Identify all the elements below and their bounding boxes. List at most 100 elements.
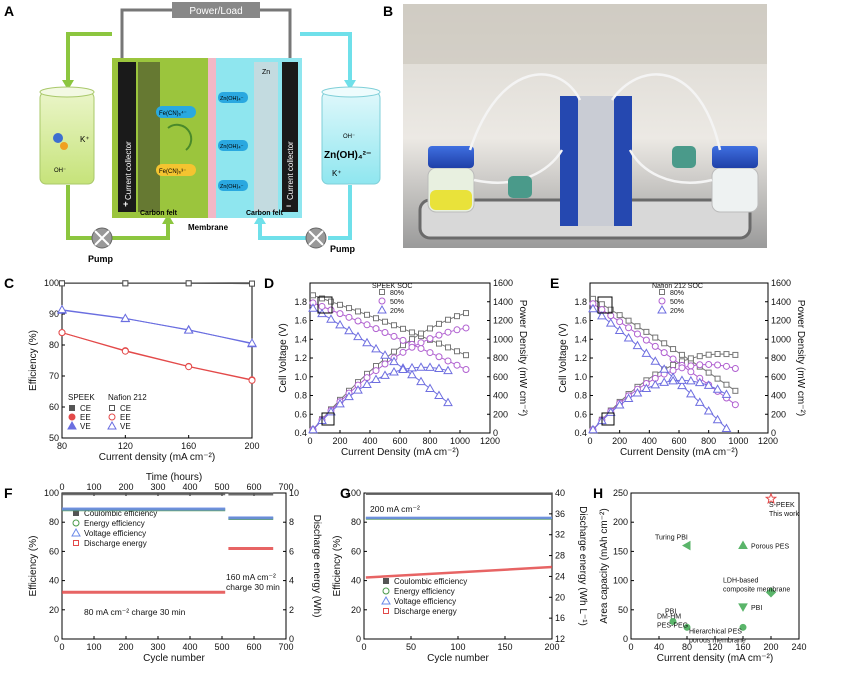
left-oh-label: OH⁻ xyxy=(54,168,66,174)
negative-collector-label: Current collector xyxy=(286,141,295,200)
data-point xyxy=(59,280,65,287)
voltage-point xyxy=(588,303,598,313)
voltage-point xyxy=(660,349,668,357)
legend-label: 80% xyxy=(670,290,684,297)
data-point xyxy=(58,329,66,337)
left-bottle-cap xyxy=(428,146,474,168)
y2-tick-label: 1600 xyxy=(771,278,791,288)
y-tick-label: 40 xyxy=(351,576,361,586)
x-tick-label: 600 xyxy=(246,642,261,652)
power-point xyxy=(732,351,739,358)
power-point xyxy=(614,400,625,409)
voltage-point xyxy=(616,312,623,319)
y-tick-label: 1.6 xyxy=(574,316,587,326)
scatter-point xyxy=(765,587,777,598)
x2-tick-label: 300 xyxy=(150,482,165,492)
y2-tick-label: 400 xyxy=(493,391,508,401)
voltage-point xyxy=(371,343,381,353)
y2-tick-label: 0 xyxy=(289,634,294,644)
x2-tick-label: 700 xyxy=(278,482,293,492)
power-point xyxy=(712,384,723,393)
negative-felt xyxy=(254,62,278,212)
power-point xyxy=(407,362,417,372)
voltage-point xyxy=(463,352,469,359)
voltage-point xyxy=(614,325,625,335)
power-point xyxy=(409,336,415,343)
voltage-point xyxy=(389,356,399,366)
voltage-point xyxy=(641,348,652,357)
legend-label: 20% xyxy=(670,308,684,315)
y-axis-label: Area capacity (mAh cm⁻²) xyxy=(599,508,610,623)
right-bottle-cap xyxy=(712,146,758,168)
point-label: PBI xyxy=(665,608,676,615)
data-point xyxy=(183,325,194,334)
power-point xyxy=(623,393,634,403)
y2-tick-label: 1000 xyxy=(493,334,513,344)
voltage-point xyxy=(705,369,712,376)
panel-letter-h: H xyxy=(593,485,603,501)
legend-label: Energy efficiency xyxy=(394,587,455,596)
legend-marker xyxy=(109,405,115,411)
y-tick-label: 60 xyxy=(351,546,361,556)
power-point xyxy=(722,362,730,370)
power-zoom-box xyxy=(601,412,615,426)
legend-label: Energy efficiency xyxy=(84,519,145,528)
panel-letter-a: A xyxy=(4,3,14,19)
voltage-point xyxy=(443,397,453,407)
voltage-point xyxy=(598,301,605,308)
power-point xyxy=(670,361,677,368)
left-pump-cross xyxy=(94,230,110,246)
voltage-point xyxy=(400,325,406,332)
x-tick-label: 120 xyxy=(118,441,133,451)
point-label: PBI xyxy=(751,605,762,612)
plus-sign: + xyxy=(123,199,128,209)
voltage-point xyxy=(326,314,336,323)
right-pump-label: Pump xyxy=(330,244,356,254)
y-tick-label: 1.2 xyxy=(574,353,587,363)
x-tick-label: 160 xyxy=(735,642,750,652)
x-tick-label: 100 xyxy=(450,642,465,652)
voltage-point xyxy=(354,317,362,325)
panel-letter-c: C xyxy=(4,275,14,291)
voltage-point xyxy=(731,401,739,409)
power-point xyxy=(696,361,704,369)
positive-collector-label: Current collector xyxy=(124,141,133,200)
power-curve-20% xyxy=(592,379,727,431)
voltage-point xyxy=(328,298,334,305)
power-point xyxy=(418,330,424,337)
power-point xyxy=(668,375,678,385)
power-point xyxy=(696,353,703,360)
right-oh-label: OH⁻ xyxy=(343,134,355,140)
voltage-point xyxy=(382,318,388,325)
power-point xyxy=(445,316,451,323)
legend-marker xyxy=(108,413,116,421)
y2-tick-label: 800 xyxy=(771,353,786,363)
voltage-point xyxy=(362,337,372,347)
legend-marker xyxy=(383,608,389,614)
power-point xyxy=(714,351,721,358)
annotation-80: 80 mA cm⁻² charge 30 min xyxy=(84,607,186,617)
y2-tick-label: 600 xyxy=(771,372,786,382)
voltage-point xyxy=(416,376,426,386)
legend-marker xyxy=(377,304,387,314)
zn-badge-2 xyxy=(218,140,248,151)
y2-tick-label: 28 xyxy=(555,551,565,561)
x2-tick-label: 600 xyxy=(246,482,261,492)
x-tick-label: 400 xyxy=(642,436,657,446)
x-tick-label: 600 xyxy=(671,436,686,446)
x-axis-label: Current density (mA cm⁻²) xyxy=(657,653,773,664)
y2-tick-label: 600 xyxy=(493,372,508,382)
y-tick-label: 0.6 xyxy=(294,409,307,419)
legend-label: Voltage efficiency xyxy=(84,529,146,538)
voltage-point xyxy=(597,310,607,320)
scatter-point xyxy=(683,623,691,631)
voltage-point xyxy=(335,319,345,329)
chart-f: 0 100 200 300 400 500 600 700020406080100Cycle … xyxy=(28,472,322,664)
zn-badge-2-label: Zn(OH)₄⁻ xyxy=(220,144,244,150)
voltage-point xyxy=(337,301,343,308)
series-line-ee xyxy=(61,332,253,381)
x-tick-label: 240 xyxy=(791,642,806,652)
chart-c: 80 120 160 200 50 60 70 80 90 100 Current density … xyxy=(28,278,260,463)
legend-marker xyxy=(69,405,75,411)
